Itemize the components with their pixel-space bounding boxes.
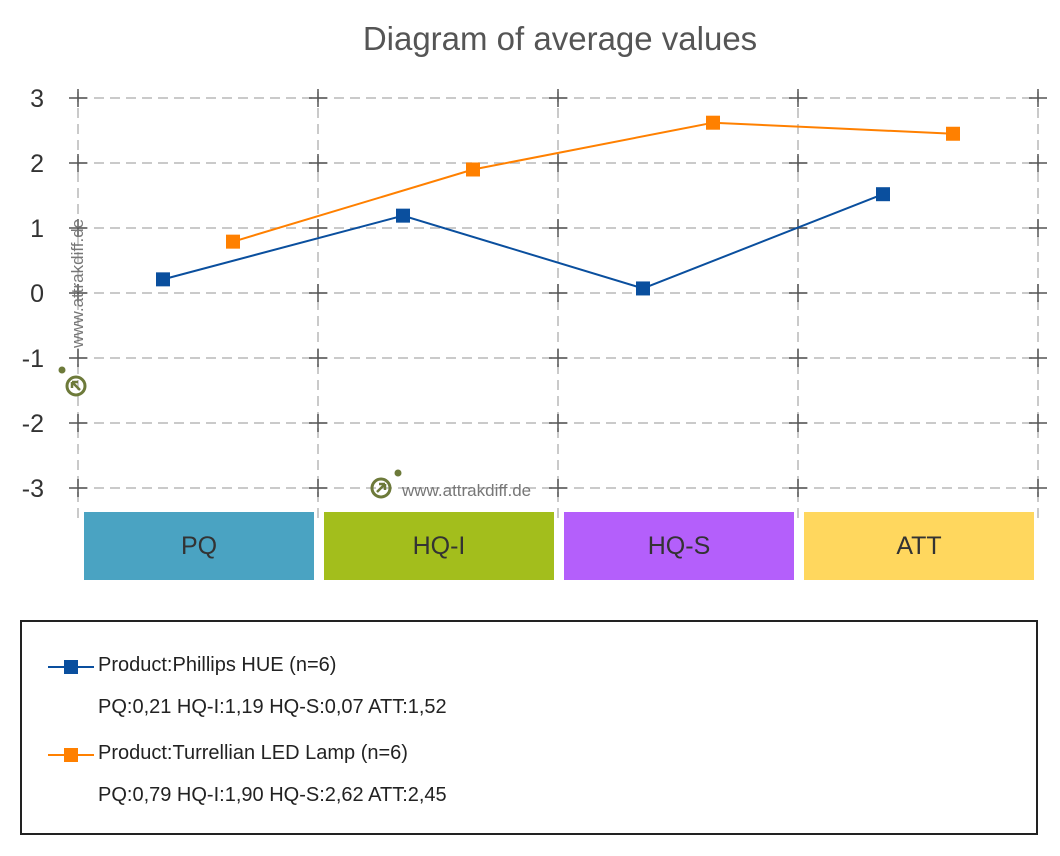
legend-values-series-1: PQ:0,21 HQ-I:1,19 HQ-S:0,07 ATT:1,52 xyxy=(98,696,447,718)
y-tick-label: 1 xyxy=(30,215,44,243)
y-tick-label: 0 xyxy=(30,280,44,308)
series-1-point-hq-i xyxy=(396,208,410,223)
watermark-logo-icon xyxy=(65,375,87,397)
y-tick-label: -3 xyxy=(22,475,44,503)
legend-marker-series-1 xyxy=(64,660,78,674)
dimension-label-pq: PQ xyxy=(180,531,218,560)
series-1-point-pq xyxy=(156,272,170,287)
legend-name-series-2: Product:Turrellian LED Lamp (n=6) xyxy=(98,742,408,764)
watermark-logo-icon xyxy=(370,477,392,499)
dimension-box-hq-s: HQ-S xyxy=(564,512,794,580)
watermark-dot-icon xyxy=(58,366,66,374)
chart-plot: 3 2 1 0 -1 -2 -3 www.attrakdiff.de www.attrakdif… xyxy=(22,85,1047,518)
y-tick-label: 3 xyxy=(30,85,44,113)
dimension-label-hq-i: HQ-I xyxy=(412,531,466,560)
legend-name-series-1: Product:Phillips HUE (n=6) xyxy=(98,654,337,676)
series-1-point-hq-s xyxy=(636,281,650,296)
dimension-label-hq-s: HQ-S xyxy=(647,531,711,560)
chart-title: Diagram of average values xyxy=(362,20,758,57)
legend: Product:Phillips HUE (n=6) PQ:0,21 HQ-I:… xyxy=(20,620,1038,835)
watermark-arrow-icon xyxy=(376,482,387,493)
dimension-box-pq: PQ xyxy=(84,512,314,580)
y-tick-label: -1 xyxy=(22,345,44,373)
series-line-1 xyxy=(162,193,884,290)
series-2-point-att xyxy=(946,126,960,141)
legend-marker-series-2 xyxy=(64,748,78,762)
dimension-box-att: ATT xyxy=(804,512,1034,580)
watermark-arrow-icon xyxy=(70,380,81,391)
series-line-2 xyxy=(232,121,954,243)
watermark-text-horizontal: www.attrakdiff.de xyxy=(401,481,531,500)
dimension-box-hq-i: HQ-I xyxy=(324,512,554,580)
series-1-point-att xyxy=(876,187,890,202)
series-2-point-hq-i xyxy=(466,162,480,177)
y-tick-label: -2 xyxy=(22,410,44,438)
legend-values-series-2: PQ:0,79 HQ-I:1,90 HQ-S:2,62 ATT:2,45 xyxy=(98,784,447,806)
series-2-point-pq xyxy=(226,234,240,249)
series-2-point-hq-s xyxy=(706,115,720,130)
watermark-text-vertical: www.attrakdiff.de xyxy=(68,219,87,349)
y-tick-label: 2 xyxy=(30,150,44,178)
watermark-dot-icon xyxy=(394,469,402,477)
dimension-label-att: ATT xyxy=(896,531,942,560)
